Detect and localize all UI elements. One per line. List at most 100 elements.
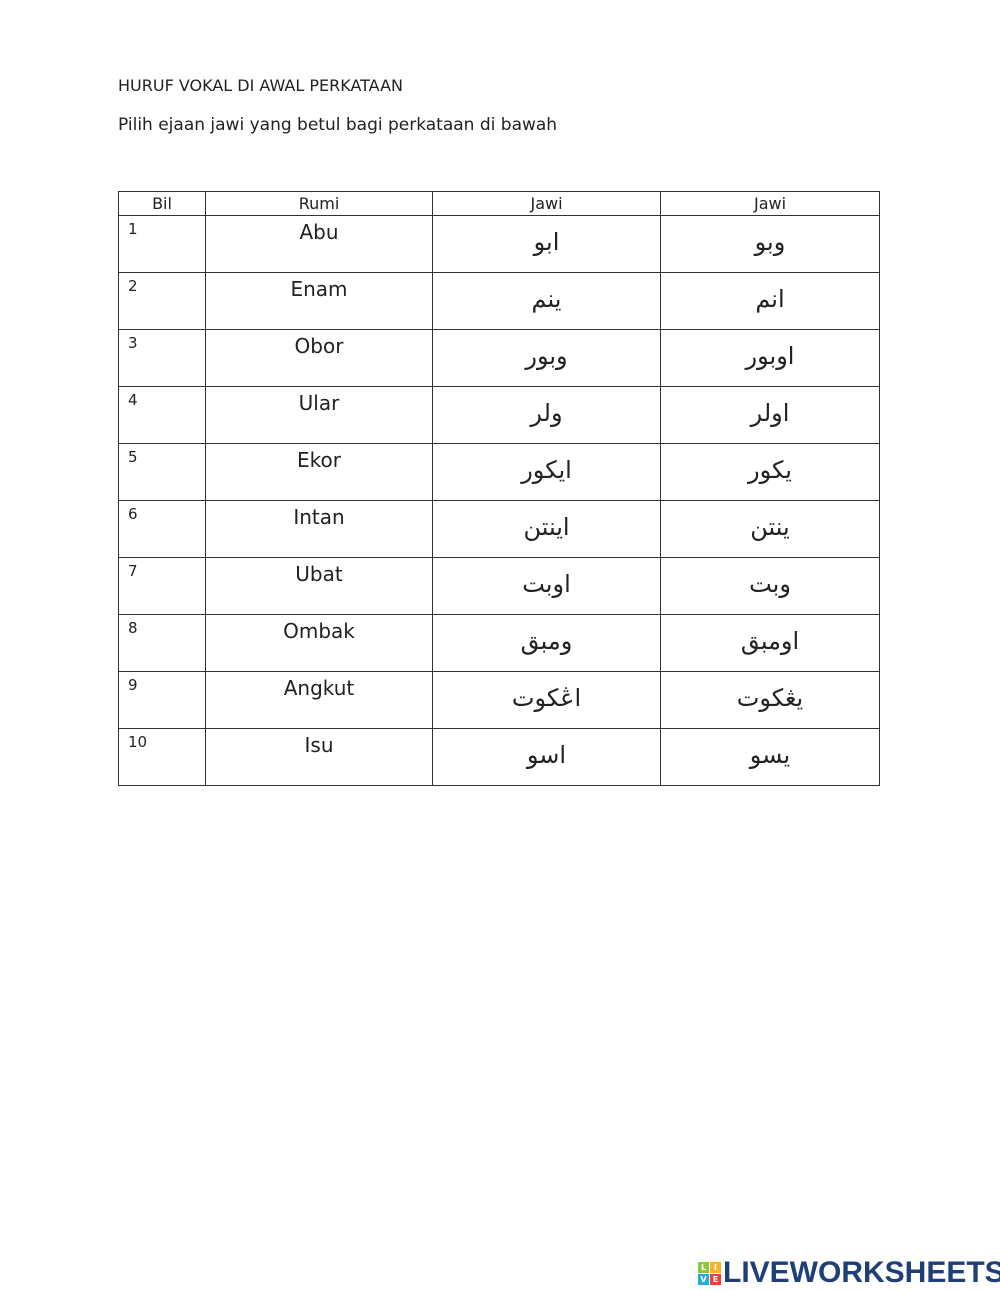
table-row: 6 Intan اينتن ينتن — [118, 500, 880, 558]
cell-jawi-option-b[interactable]: اوبور — [660, 329, 880, 387]
bil-number: 3 — [128, 334, 138, 352]
cell-bil: 5 — [118, 443, 206, 501]
rumi-word: Ubat — [295, 562, 343, 586]
cell-jawi-option-a[interactable]: ولر — [432, 386, 661, 444]
rumi-word: Ekor — [297, 448, 341, 472]
cell-jawi-option-a[interactable]: ومبق — [432, 614, 661, 672]
cell-rumi: Intan — [205, 500, 433, 558]
cell-rumi: Enam — [205, 272, 433, 330]
jawi-option-b[interactable]: يکور — [748, 456, 792, 484]
jawi-option-b[interactable]: اومبق — [740, 627, 800, 655]
cell-rumi: Ubat — [205, 557, 433, 615]
jawi-option-a[interactable]: وبور — [525, 342, 568, 370]
bil-number: 2 — [128, 277, 138, 295]
cell-bil: 2 — [118, 272, 206, 330]
cell-jawi-option-a[interactable]: ينم — [432, 272, 661, 330]
cell-bil: 4 — [118, 386, 206, 444]
bil-number: 4 — [128, 391, 138, 409]
logo-block: L — [698, 1261, 709, 1273]
logo-block: V — [698, 1273, 709, 1285]
rumi-word: Enam — [290, 277, 348, 301]
bil-number: 9 — [128, 676, 138, 694]
cell-rumi: Abu — [205, 215, 433, 273]
cell-bil: 6 — [118, 500, 206, 558]
cell-jawi-option-b[interactable]: وبو — [660, 215, 880, 273]
cell-bil: 8 — [118, 614, 206, 672]
rumi-word: Ombak — [283, 619, 355, 643]
jawi-option-a[interactable]: ينم — [531, 285, 562, 313]
logo-block: E — [710, 1273, 721, 1285]
header-bil: Bil — [118, 191, 206, 216]
rumi-word: Isu — [304, 733, 334, 757]
spelling-table: Bil Rumi Jawi Jawi 1 Abu ابو وبو 2 Enam ينم انم… — [118, 191, 880, 786]
table-row: 1 Abu ابو وبو — [118, 215, 880, 273]
bil-number: 8 — [128, 619, 138, 637]
table-row: 8 Ombak ومبق اومبق — [118, 614, 880, 672]
cell-jawi-option-a[interactable]: اسو — [432, 728, 661, 786]
cell-rumi: Obor — [205, 329, 433, 387]
jawi-option-b[interactable]: اوبور — [745, 342, 795, 370]
cell-jawi-option-b[interactable]: انم — [660, 272, 880, 330]
jawi-option-b[interactable]: وبو — [754, 228, 786, 256]
rumi-word: Angkut — [283, 676, 355, 700]
cell-jawi-option-b[interactable]: ينتن — [660, 500, 880, 558]
bil-number: 6 — [128, 505, 138, 523]
table-row: 9 Angkut اڠکوت يڠکوت — [118, 671, 880, 729]
header-rumi: Rumi — [205, 191, 433, 216]
cell-jawi-option-a[interactable]: ايکور — [432, 443, 661, 501]
jawi-option-a[interactable]: ومبق — [520, 627, 573, 655]
cell-rumi: Angkut — [205, 671, 433, 729]
cell-bil: 9 — [118, 671, 206, 729]
jawi-option-a[interactable]: ايکور — [521, 456, 572, 484]
jawi-option-a[interactable]: اوبت — [522, 570, 571, 598]
bil-number: 10 — [128, 733, 148, 751]
bil-number: 1 — [128, 220, 138, 238]
cell-jawi-option-b[interactable]: اومبق — [660, 614, 880, 672]
jawi-option-a[interactable]: ابو — [533, 228, 560, 256]
rumi-word: Intan — [293, 505, 345, 529]
cell-rumi: Ombak — [205, 614, 433, 672]
cell-jawi-option-a[interactable]: وبور — [432, 329, 661, 387]
jawi-option-b[interactable]: وبت — [749, 570, 791, 598]
cell-rumi: Isu — [205, 728, 433, 786]
cell-jawi-option-b[interactable]: اولر — [660, 386, 880, 444]
rumi-word: Obor — [294, 334, 344, 358]
cell-jawi-option-a[interactable]: اينتن — [432, 500, 661, 558]
cell-jawi-option-a[interactable]: اڠکوت — [432, 671, 661, 729]
jawi-option-b[interactable]: اولر — [750, 399, 790, 427]
jawi-option-a[interactable]: اسو — [526, 741, 567, 769]
bil-number: 7 — [128, 562, 138, 580]
jawi-option-a[interactable]: اڠکوت — [511, 684, 582, 712]
cell-jawi-option-b[interactable]: يسو — [660, 728, 880, 786]
cell-bil: 7 — [118, 557, 206, 615]
jawi-option-a[interactable]: اينتن — [523, 513, 570, 541]
jawi-option-b[interactable]: يسو — [749, 741, 791, 769]
jawi-option-b[interactable]: ينتن — [750, 513, 790, 541]
table-row: 2 Enam ينم انم — [118, 272, 880, 330]
cell-bil: 10 — [118, 728, 206, 786]
table-row: 4 Ular ولر اولر — [118, 386, 880, 444]
table-row: 3 Obor وبور اوبور — [118, 329, 880, 387]
table-row: 10 Isu اسو يسو — [118, 728, 880, 786]
cell-jawi-option-a[interactable]: اوبت — [432, 557, 661, 615]
cell-jawi-option-b[interactable]: يڠکوت — [660, 671, 880, 729]
cell-jawi-option-b[interactable]: وبت — [660, 557, 880, 615]
cell-rumi: Ular — [205, 386, 433, 444]
logo-text: LIVEWORKSHEETS — [723, 1256, 1000, 1289]
header-jawi-b: Jawi — [660, 191, 880, 216]
logo-block: I — [710, 1261, 721, 1273]
cell-bil: 3 — [118, 329, 206, 387]
rumi-word: Ular — [298, 391, 340, 415]
table-row: 5 Ekor ايکور يکور — [118, 443, 880, 501]
table-header-row: Bil Rumi Jawi Jawi — [118, 191, 880, 216]
cell-bil: 1 — [118, 215, 206, 273]
jawi-option-b[interactable]: يڠکوت — [736, 684, 804, 712]
jawi-option-a[interactable]: ولر — [530, 399, 563, 427]
cell-jawi-option-b[interactable]: يکور — [660, 443, 880, 501]
jawi-option-b[interactable]: انم — [755, 285, 785, 313]
worksheet-title: HURUF VOKAL DI AWAL PERKATAAN — [118, 76, 403, 95]
cell-jawi-option-a[interactable]: ابو — [432, 215, 661, 273]
